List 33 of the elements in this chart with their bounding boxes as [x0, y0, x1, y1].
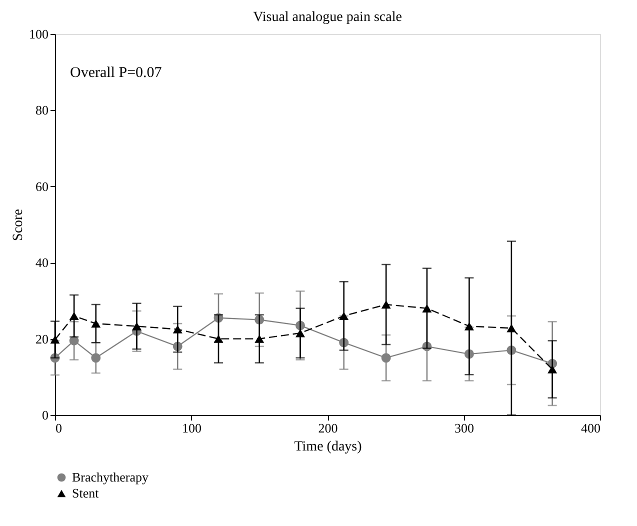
point: [254, 334, 264, 343]
x-tick-label: 300: [454, 420, 474, 436]
x-tick-label: 400: [581, 420, 600, 436]
legend-label: Stent: [72, 486, 100, 500]
point: [91, 353, 101, 363]
point: [172, 325, 182, 334]
y-tick-label: 40: [36, 255, 48, 270]
point: [548, 365, 558, 374]
y-tick-label: 80: [36, 102, 48, 118]
x-tick-label: 100: [182, 420, 202, 436]
point: [91, 319, 101, 328]
x-tick-label: 0: [56, 420, 62, 436]
x-axis-title: Time (days): [294, 440, 362, 454]
y-axis-title: Score: [11, 209, 26, 241]
chart-title: Visual analogue pain scale: [253, 10, 402, 25]
point: [422, 304, 432, 312]
point: [381, 300, 391, 309]
point: [214, 334, 224, 343]
legend-label: Brachytherapy: [72, 470, 150, 484]
point: [339, 312, 349, 320]
point: [69, 312, 79, 320]
y-tick-label: 60: [36, 178, 48, 194]
point: [50, 335, 60, 344]
point: [464, 322, 474, 330]
annotation: Overall P=0.07: [70, 65, 162, 81]
point: [381, 353, 391, 363]
point: [296, 328, 305, 338]
point: [506, 324, 516, 332]
y-tick-label: 20: [36, 331, 48, 346]
y-tick-label: 0: [42, 408, 48, 422]
point: [132, 322, 142, 330]
x-tick-label: 200: [318, 420, 338, 436]
y-tick-label: 100: [29, 26, 48, 42]
